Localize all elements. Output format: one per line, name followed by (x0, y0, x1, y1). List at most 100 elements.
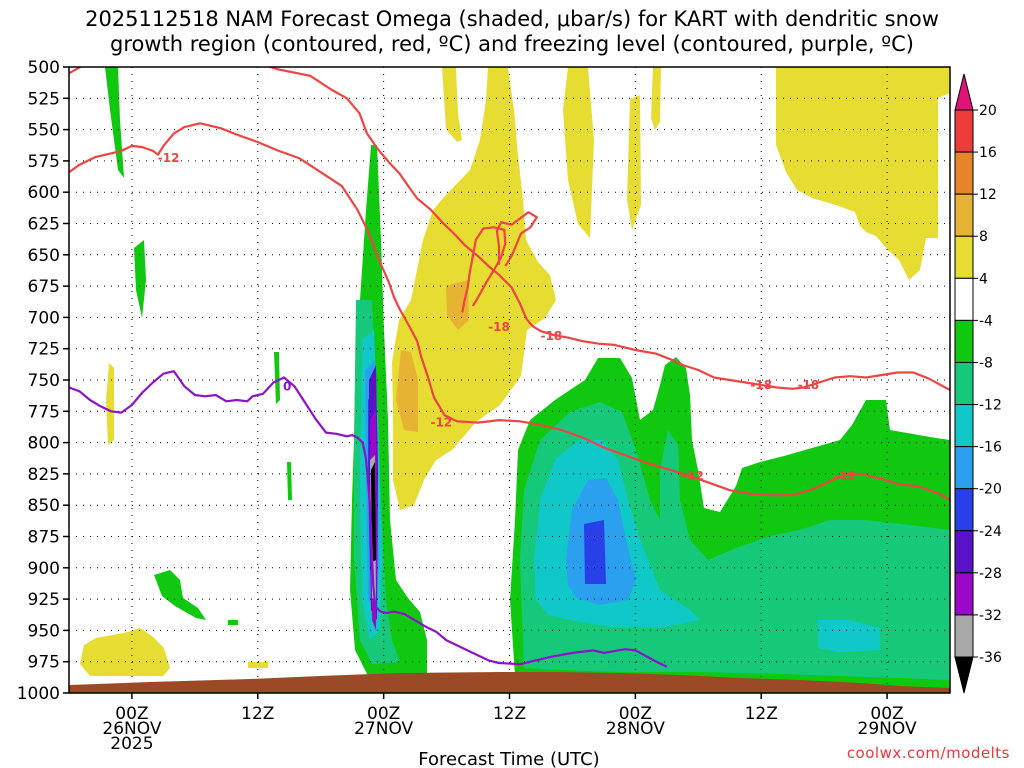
x-tick-label: 12Z (241, 704, 274, 724)
colorbar-label: -28 (979, 566, 1002, 582)
x-tick-label: 12Z (745, 704, 778, 724)
x-tick-label: 00Z (870, 704, 903, 724)
contour-label-dgz: -18 (541, 329, 563, 343)
colorbar-swatch (954, 319, 974, 363)
contour-label-dgz: -12 (682, 469, 704, 483)
colorbar-label: -24 (979, 524, 1002, 540)
omega-positive-region (446, 280, 469, 330)
y-tick-label: 550 (28, 121, 60, 141)
colorbar-swatch (954, 614, 974, 658)
colorbar-label: 8 (979, 229, 988, 245)
omega-negative-region (274, 352, 280, 404)
y-tick-label: 800 (28, 434, 60, 454)
omega-positive-region (627, 95, 641, 230)
y-tick-label: 725 (28, 340, 60, 360)
contour-dendritic-growth-upper-loop (495, 211, 538, 267)
y-tick-label: 975 (28, 653, 60, 673)
omega-shading (80, 67, 950, 690)
colorbar-swatch (954, 109, 974, 153)
colorbar-label: -12 (979, 398, 1002, 414)
omega-positive-region (442, 67, 462, 142)
x-tick-label: 12Z (493, 704, 526, 724)
contour-freezing-level-0c (69, 370, 668, 668)
y-tick-label: 750 (28, 371, 60, 391)
colorbar-label: 12 (979, 187, 997, 203)
colorbar-label: 20 (979, 103, 997, 119)
omega-negative-region (287, 462, 292, 500)
colorbar-upper-triangle (954, 73, 974, 111)
omega-negative-region (818, 620, 880, 652)
colorbar-swatch (954, 530, 974, 574)
y-tick-label: 900 (28, 559, 60, 579)
y-tick-label: 825 (28, 465, 60, 485)
colorbar-swatch (954, 193, 974, 237)
contour-dendritic-growth-18c (69, 122, 950, 502)
x-tick-label: 00Z (115, 704, 148, 724)
x-tick-label: 29NOV (858, 719, 917, 739)
contour-label-dgz: -12 (430, 415, 452, 429)
omega-positive-region (80, 628, 170, 676)
omega-positive-region (106, 363, 114, 445)
x-tick-label: 00Z (619, 704, 652, 724)
colorbar-label: -16 (979, 440, 1002, 456)
omega-positive-region (776, 67, 950, 280)
colorbar-swatch (954, 446, 974, 490)
contour-label-dgz: -12 (158, 151, 180, 165)
y-tick-label: 950 (28, 621, 60, 641)
colorbar-swatch (954, 404, 974, 448)
omega-positive-region (563, 67, 594, 238)
y-tick-label: 675 (28, 277, 60, 297)
colorbar-swatch (954, 361, 974, 406)
x-tick-label: 00Z (367, 704, 400, 724)
contour-label-dgz: -18 (798, 378, 820, 392)
colorbar-label: -20 (979, 482, 1002, 498)
colorbar-swatch (954, 277, 974, 321)
x-tick-label: 28NOV (606, 719, 665, 739)
x-axis-title: Forecast Time (UTC) (418, 749, 599, 768)
y-tick-label: 850 (28, 496, 60, 516)
colorbar-label: 4 (979, 271, 988, 287)
y-tick-label: 600 (28, 183, 60, 203)
omega-negative-region (584, 520, 606, 584)
y-tick-label: 500 (28, 58, 60, 78)
colorbar-label: -4 (979, 313, 993, 329)
colorbar-swatch (954, 235, 974, 279)
colorbar-label: -36 (979, 650, 1002, 666)
omega-negative-region (134, 240, 146, 318)
contour-label-dgz: -12 (834, 469, 856, 483)
y-tick-label: 525 (28, 89, 60, 109)
credit-text: coolwx.com/modelts (846, 744, 1010, 762)
colorbar-swatch (954, 151, 974, 195)
omega-negative-region (154, 570, 206, 620)
y-tick-label: 700 (28, 308, 60, 328)
x-tick-label: 2025 (110, 734, 153, 754)
terrain-band (69, 672, 950, 693)
contour-label-dgz: -18 (488, 320, 510, 334)
y-tick-label: 1000 (17, 684, 60, 704)
contour-label-dgz: -18 (750, 378, 772, 392)
chart-title-line-1: 2025112518 NAM Forecast Omega (shaded, μ… (85, 7, 939, 31)
colorbar: 20 16 12 8 4 -4 -8 -12 -16 -20 -24 -28 -32 -36 (954, 73, 1002, 694)
colorbar-label: -8 (979, 355, 993, 371)
x-tick-label: 26NOV (102, 719, 161, 739)
colorbar-label: -32 (979, 608, 1002, 624)
chart-title-line-2: growth region (contoured, red, ºC) and f… (110, 32, 914, 56)
y-tick-label: 625 (28, 215, 60, 235)
colorbar-swatch (954, 572, 974, 616)
omega-positive-region (392, 67, 556, 510)
x-tick-label: 27NOV (354, 719, 413, 739)
colorbar-lower-triangle (954, 656, 974, 694)
y-axis: 500 525 550 575 600 625 650 675 700 725 750 775 800 8… (17, 58, 69, 704)
contour-dendritic-growth-inner-loop (461, 226, 507, 313)
y-tick-label: 650 (28, 246, 60, 266)
colorbar-swatch (954, 488, 974, 532)
omega-negative-region (105, 67, 124, 178)
y-tick-label: 925 (28, 590, 60, 610)
contour-labels: -12 -18 -18 -12 -18 -12 -18 -12 0 (158, 151, 856, 483)
omega-positive-region (651, 67, 661, 130)
omega-negative-region (228, 620, 238, 625)
contour-label-freezing: 0 (283, 379, 291, 393)
y-tick-label: 775 (28, 402, 60, 422)
